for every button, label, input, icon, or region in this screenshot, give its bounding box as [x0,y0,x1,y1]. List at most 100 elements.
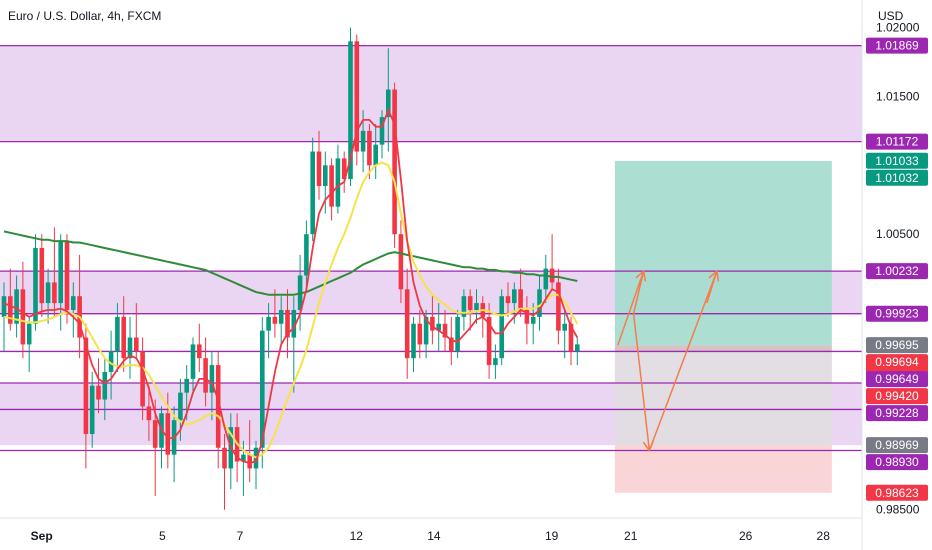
moving-averages-layer [3,107,579,464]
time-tick-label-1: Sep [31,529,53,543]
candle-body [467,296,473,310]
candle-59 [367,123,372,180]
candle-9 [52,227,57,317]
candle-body [272,316,278,324]
candle-body [152,420,158,448]
candles-layer [1,27,580,510]
price-tag-0.98623: 0.98623 [866,484,928,501]
candle-body [543,268,549,290]
price-tag-label: 0.98623 [875,486,919,500]
candle-33 [203,337,208,407]
candle-17 [102,358,108,421]
candle-62 [386,48,391,152]
candle-20 [121,296,126,372]
projection-arrowhead-2 [642,440,655,453]
candle-4 [20,261,26,359]
price-tag-1.00232: 1.00232 [866,263,928,280]
candle-body [215,365,221,448]
price-tag-label: 0.99228 [875,406,919,420]
candle-80 [499,289,504,366]
candle-body [121,316,126,359]
price-tag-bg [866,37,928,54]
candle-body [575,344,580,352]
candle-54 [335,144,341,214]
price-tag-bg [866,305,928,322]
candle-78 [486,303,492,379]
candle-body [411,323,416,359]
candle-89 [556,268,561,345]
candle-body [505,296,511,304]
candle-body [102,371,108,400]
price-tag-bg [866,454,928,471]
candle-body [348,41,353,180]
candle-body [8,296,13,324]
candle-body [486,316,492,366]
candle-73 [455,309,460,359]
candle-85 [530,303,536,345]
price-tag-bg [866,263,928,280]
candle-16 [96,358,101,414]
candle-79 [493,344,498,379]
candle-52 [323,151,328,214]
time-tick-label-3: 7 [237,529,244,543]
candle-40 [247,420,252,483]
position-layer [614,160,832,493]
projection-leg-2 [632,270,718,451]
candle-body [178,392,183,421]
candle-body [247,454,252,469]
moving-average-slow [3,230,578,296]
candle-body [71,296,76,310]
currency-label: USD [878,9,904,23]
candle-body [335,158,341,207]
candle-2 [8,268,13,331]
candle-body [203,358,208,393]
candle-60 [373,123,378,180]
candle-body [197,344,202,359]
candle-49 [304,220,309,290]
price-tag-0.99695: 0.99695 [866,337,928,354]
candle-body [442,323,448,338]
candle-body [209,365,215,393]
price-axis[interactable]: 1.02000 1.01500 1.00500 0.98500 [876,21,920,517]
candle-53 [329,158,334,221]
candle-22 [134,303,139,359]
price-tags-layer: 1.01869 1.01172 1.01033 1.01032 1.00232 0.999… [866,37,928,501]
candle-body [64,241,70,310]
time-axis[interactable]: Sep 5 7 12 14 19 21 26 28 [31,529,831,543]
price-tag-label: 0.99694 [875,355,919,369]
candle-31 [190,337,196,393]
candle-body [493,358,498,366]
candle-5 [26,316,32,372]
price-tag-bg [866,133,928,150]
candle-body [304,234,309,276]
candle-body [33,247,38,324]
price-tag-bg [866,437,928,454]
time-tick-label-9: 28 [817,529,831,543]
price-tag-label: 1.01172 [876,135,919,149]
candle-body [556,282,561,331]
price-tag-label: 0.98969 [875,438,919,452]
price-tick-label-4: 0.98500 [876,503,920,517]
candle-1 [1,282,7,352]
candle-body [184,378,189,393]
candle-body [549,268,555,283]
candle-body [537,289,542,317]
candle-body [367,130,372,166]
price-tag-0.99420: 0.99420 [866,388,928,405]
candle-87 [543,254,549,304]
candle-34 [209,351,215,421]
candle-body [190,344,196,379]
candle-23 [140,337,145,421]
candle-7 [39,234,45,317]
candle-14 [83,323,89,469]
candle-35 [215,351,221,469]
candle-body [260,330,265,448]
candle-61 [379,110,385,159]
candle-body [512,289,517,304]
price-tick-label-2: 1.01500 [876,89,920,103]
candle-body [291,309,297,338]
price-tag-0.98930: 0.98930 [866,454,928,471]
time-tick-label-2: 5 [159,529,166,543]
